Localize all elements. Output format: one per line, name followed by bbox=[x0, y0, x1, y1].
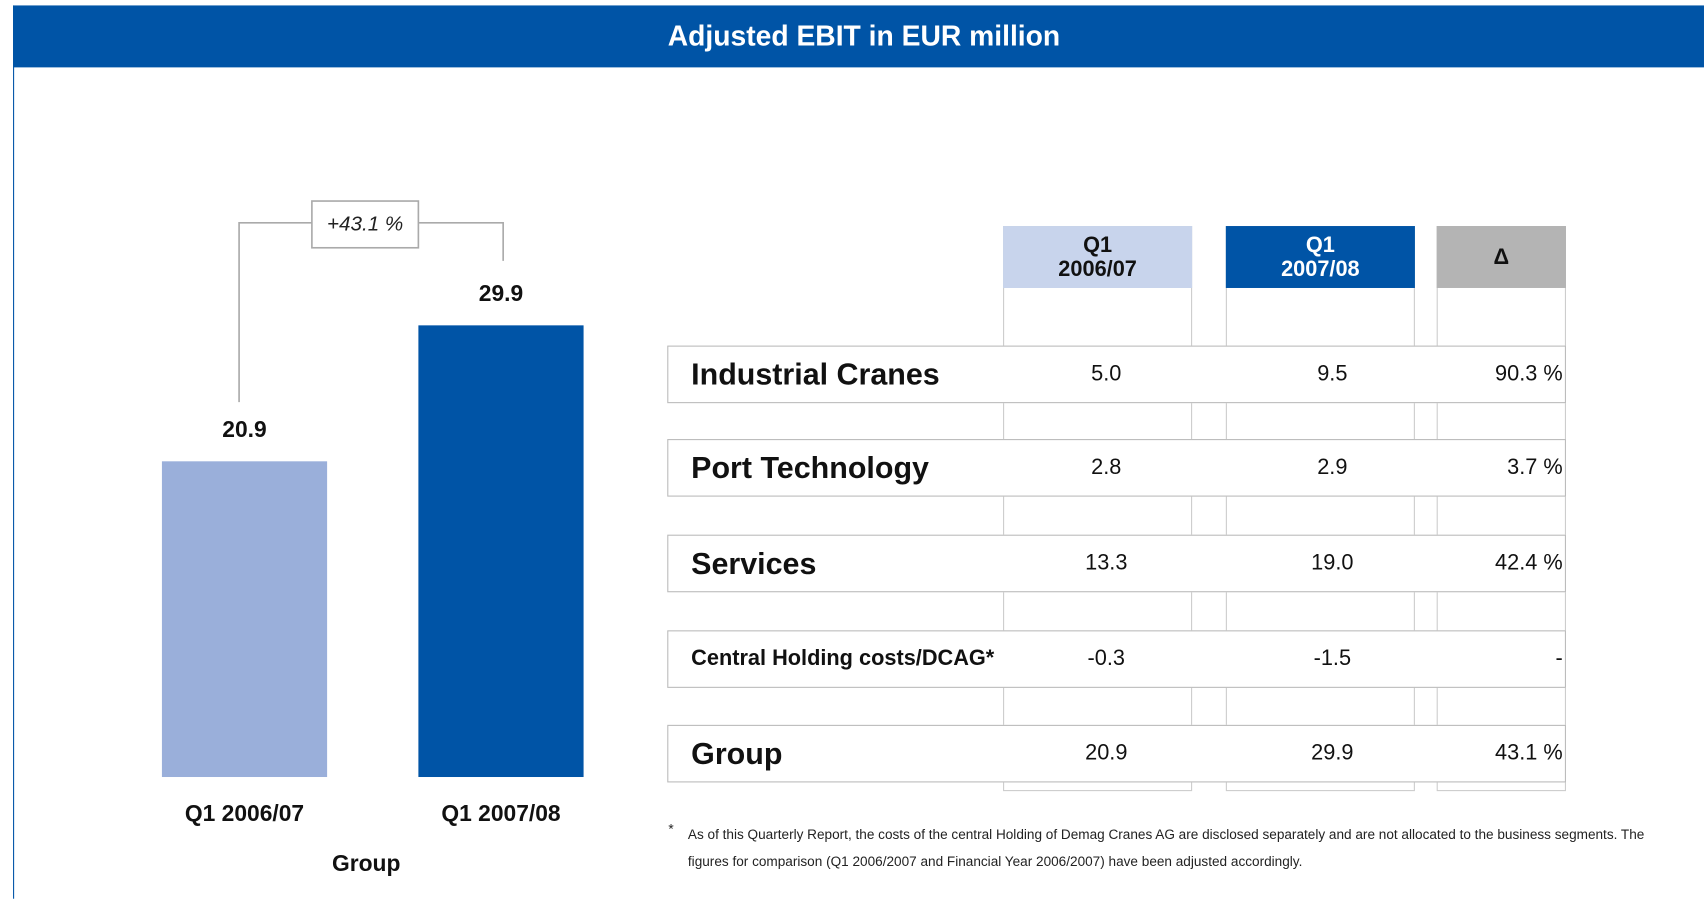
row bbox=[667, 724, 1566, 783]
column-header: Q1 2007/08 bbox=[1225, 226, 1415, 288]
cell: 42.4 % bbox=[1495, 550, 1563, 575]
column-outline bbox=[1436, 226, 1566, 792]
title: Adjusted EBIT in EUR million bbox=[667, 19, 1061, 53]
cell: -0.3 bbox=[1087, 646, 1126, 671]
footnote: As of this Quarterly Report, the costs o… bbox=[687, 827, 1645, 870]
cell: 5.0 bbox=[1091, 361, 1122, 386]
left-border bbox=[13, 5, 15, 899]
cell: 90.3 % bbox=[1495, 361, 1563, 386]
column-header: Δ bbox=[1436, 226, 1566, 288]
annotation: +43.1 % bbox=[327, 212, 403, 235]
value-label: 20.9 bbox=[222, 416, 266, 442]
row bbox=[667, 345, 1566, 404]
cell: 19.0 bbox=[1311, 550, 1354, 575]
value-label: 29.9 bbox=[479, 280, 523, 306]
row-label: Central Holding costs/DCAG* bbox=[691, 646, 995, 671]
cell: -1.5 bbox=[1313, 646, 1352, 671]
bar bbox=[161, 461, 328, 778]
cell: 43.1 % bbox=[1495, 741, 1563, 766]
footnote-marker: * bbox=[668, 821, 674, 837]
bar bbox=[418, 325, 584, 778]
column-outline bbox=[1003, 226, 1193, 792]
cell: 20.9 bbox=[1085, 741, 1128, 766]
column-outline bbox=[1225, 226, 1415, 792]
bracket-left bbox=[238, 221, 312, 403]
row-label: Group bbox=[691, 736, 783, 771]
cell: 2.9 bbox=[1317, 455, 1348, 480]
cell: 13.3 bbox=[1085, 550, 1128, 575]
row-label: Industrial Cranes bbox=[691, 357, 940, 392]
bracket-right bbox=[418, 221, 504, 261]
row bbox=[667, 630, 1566, 688]
column-header: Q1 2006/07 bbox=[1003, 226, 1193, 288]
cell: 3.7 % bbox=[1507, 455, 1563, 480]
annotation-box bbox=[311, 200, 420, 249]
title-bar bbox=[13, 5, 1704, 68]
cell: 2.8 bbox=[1091, 455, 1122, 480]
row-label: Services bbox=[691, 546, 817, 581]
cell: 9.5 bbox=[1317, 361, 1348, 386]
cell: - bbox=[1555, 646, 1563, 671]
x-tick-label: Q1 2006/07 bbox=[185, 800, 304, 826]
x-axis-label: Group bbox=[332, 850, 400, 876]
cell: 29.9 bbox=[1311, 741, 1354, 766]
x-tick-label: Q1 2007/08 bbox=[441, 800, 560, 826]
row bbox=[667, 439, 1566, 497]
row-label: Port Technology bbox=[691, 450, 929, 485]
row bbox=[667, 534, 1566, 593]
